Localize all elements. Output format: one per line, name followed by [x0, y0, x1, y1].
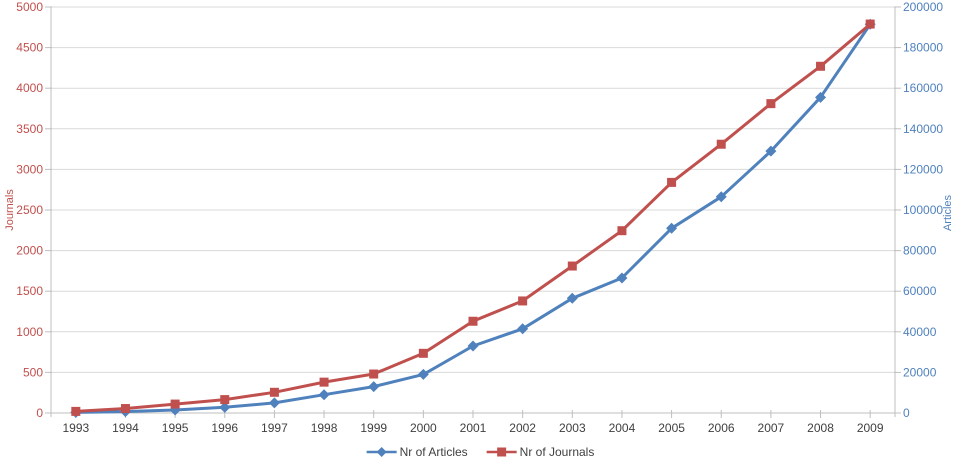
data-point-square — [716, 139, 726, 149]
x-axis-tick-label: 2003 — [559, 421, 586, 435]
x-axis-tick-label: 1994 — [112, 421, 139, 435]
right-axis-tick-label: 20000 — [903, 365, 937, 379]
axes — [45, 6, 901, 418]
left-axis-tick-label: 4500 — [16, 41, 43, 55]
data-point-square — [667, 177, 677, 187]
data-point-diamond — [268, 397, 280, 409]
data-point-square — [220, 395, 230, 405]
data-point-square — [865, 19, 875, 29]
left-axis-tick-label: 0 — [36, 406, 43, 420]
left-axis-tick-label: 2500 — [16, 203, 43, 217]
x-axis-tick-label: 1999 — [360, 421, 387, 435]
legend-item-journals: Nr of Journals — [486, 445, 595, 459]
x-axis-tick-label: 2008 — [807, 421, 834, 435]
data-point-square — [617, 226, 627, 236]
journals-line-square-icon — [486, 447, 517, 457]
data-point-square — [468, 316, 478, 326]
x-axis-tick-label: 1997 — [261, 421, 288, 435]
data-point-square — [120, 404, 130, 414]
left-axis-tick-label: 3500 — [16, 122, 43, 136]
data-point-diamond — [815, 91, 827, 103]
data-series — [70, 18, 876, 418]
right-axis-tick-label: 0 — [903, 406, 910, 420]
right-axis-tick-label: 140000 — [903, 122, 943, 136]
data-point-square — [766, 99, 776, 109]
x-axis-tick-label: 2001 — [460, 421, 487, 435]
left-axis-tick-label: 3000 — [16, 162, 43, 176]
articles-line-diamond-icon — [366, 447, 397, 457]
x-axis-tick-label: 2006 — [708, 421, 735, 435]
x-axis-tick-label: 1996 — [211, 421, 238, 435]
left-axis-tick-label: 500 — [23, 365, 43, 379]
data-point-diamond — [616, 272, 628, 284]
data-point-square — [518, 296, 528, 306]
data-point-diamond — [566, 292, 578, 304]
series-line — [74, 22, 872, 413]
data-point-square — [269, 387, 279, 397]
data-point-square — [71, 406, 81, 416]
legend-item-articles: Nr of Articles — [366, 445, 468, 459]
series-articles — [70, 18, 876, 418]
data-point-diamond — [517, 323, 529, 335]
x-axis-tick-label: 2000 — [410, 421, 437, 435]
x-axis-tick-label: 2004 — [609, 421, 636, 435]
left-axis-tick-label: 4000 — [16, 81, 43, 95]
legend-label-journals: Nr of Journals — [519, 445, 595, 459]
x-axis-tick-label: 1998 — [311, 421, 338, 435]
x-axis-tick-label: 2007 — [758, 421, 785, 435]
x-axis-tick-label: 2009 — [857, 421, 884, 435]
data-point-diamond — [417, 368, 429, 380]
left-axis-tick-label: 1000 — [16, 325, 43, 339]
series-line — [74, 22, 872, 414]
legend: Nr of Articles Nr of Journals — [366, 445, 595, 459]
left-axis-title: Journals — [4, 189, 16, 231]
gridlines — [51, 6, 895, 414]
data-point-diamond — [318, 389, 330, 401]
x-axis-tick-label: 2005 — [658, 421, 685, 435]
x-axis-tick-label: 1993 — [62, 421, 89, 435]
tick-labels: 0 500 1000 1500 2000 2500 3000 3500 4000 4500 5000… — [16, 0, 943, 435]
x-axis-tick-label: 1995 — [162, 421, 189, 435]
right-axis-tick-label: 120000 — [903, 162, 943, 176]
data-point-square — [567, 261, 577, 271]
data-point-diamond — [368, 381, 380, 393]
right-axis-title: Articles — [942, 194, 954, 231]
data-point-diamond — [666, 222, 678, 234]
right-axis-tick-label: 160000 — [903, 81, 943, 95]
data-point-square — [816, 61, 826, 71]
right-axis-tick-label: 100000 — [903, 203, 943, 217]
right-axis-tick-label: 80000 — [903, 244, 937, 258]
left-axis-tick-label: 1500 — [16, 284, 43, 298]
left-axis-tick-label: 5000 — [16, 0, 43, 14]
data-point-square — [319, 377, 329, 387]
left-axis-tick-label: 2000 — [16, 244, 43, 258]
right-axis-tick-label: 40000 — [903, 325, 937, 339]
x-axis-tick-label: 2002 — [509, 421, 536, 435]
data-point-diamond — [765, 145, 777, 157]
data-point-square — [170, 399, 180, 409]
data-point-diamond — [467, 340, 479, 352]
right-axis-tick-label: 60000 — [903, 284, 937, 298]
legend-label-articles: Nr of Articles — [399, 445, 468, 459]
data-point-diamond — [715, 191, 727, 203]
right-axis-tick-label: 180000 — [903, 41, 943, 55]
data-point-square — [369, 369, 379, 379]
right-axis-tick-label: 200000 — [903, 0, 943, 14]
data-point-square — [418, 348, 428, 358]
series-journals — [71, 19, 875, 416]
data-point-diamond — [219, 401, 231, 413]
